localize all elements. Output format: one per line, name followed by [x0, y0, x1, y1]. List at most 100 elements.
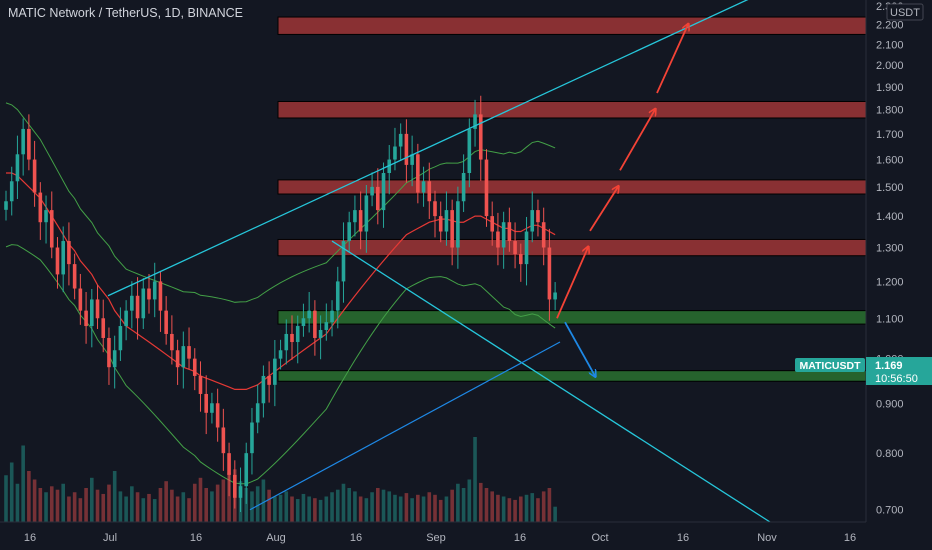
- candle-body: [376, 186, 380, 211]
- volume-bar: [416, 494, 420, 522]
- volume-bar: [473, 437, 477, 522]
- volume-bar: [192, 483, 197, 522]
- volume-bar: [501, 496, 506, 522]
- volume-bar: [152, 499, 157, 522]
- candle-body: [301, 318, 306, 327]
- time-tick: 16: [677, 532, 689, 544]
- volume-bar: [307, 496, 311, 522]
- zones-layer: [277, 16, 867, 382]
- candle-body: [530, 210, 535, 232]
- candle-body: [261, 375, 266, 404]
- time-tick: Oct: [591, 532, 608, 544]
- volume-bar: [21, 445, 25, 522]
- volume-bar: [78, 498, 83, 522]
- candle-body: [387, 159, 392, 174]
- candle-body: [335, 281, 340, 311]
- volume-bar: [553, 506, 557, 522]
- time-tick: 16: [350, 532, 362, 544]
- candle-body: [233, 474, 237, 498]
- volume-bar: [478, 482, 483, 522]
- candle-body: [410, 154, 414, 165]
- volume-bar: [318, 499, 323, 522]
- price-tick: 1.600: [876, 155, 904, 167]
- time-tick: 16: [190, 532, 202, 544]
- candle-body: [307, 310, 311, 319]
- support-zone: [277, 310, 867, 325]
- volume-bar: [90, 477, 94, 522]
- projection-arrow-up: [556, 248, 588, 319]
- candle-body: [192, 358, 197, 376]
- candle-body: [9, 181, 14, 202]
- candle-body: [135, 295, 140, 319]
- candle-body: [444, 210, 449, 232]
- volume-bar: [513, 499, 517, 522]
- volume-bar: [519, 496, 523, 522]
- volume-bar: [95, 489, 100, 522]
- volume-bar: [255, 486, 260, 522]
- volume-bar: [158, 488, 163, 522]
- candle-body: [107, 337, 111, 368]
- candle-body: [490, 216, 494, 232]
- candle-body: [416, 154, 420, 193]
- volume-bar: [55, 489, 60, 522]
- volume-bar: [541, 491, 546, 522]
- candle-body: [15, 154, 20, 182]
- volume-bar: [118, 491, 123, 522]
- candle-body: [450, 210, 454, 248]
- candle-body: [170, 333, 174, 351]
- symbol-label: MATICUSDT: [799, 360, 861, 372]
- blue-trendline: [249, 341, 561, 511]
- time-tick: 16: [844, 532, 856, 544]
- candle-body: [461, 173, 466, 202]
- candle-body: [112, 350, 117, 368]
- volume-bar: [187, 498, 191, 522]
- price-tick: 1.100: [876, 313, 904, 325]
- volume-bar: [130, 486, 134, 522]
- volume-bar: [301, 493, 306, 522]
- volume-bar: [353, 491, 357, 522]
- bar-countdown: 10:56:50: [875, 373, 918, 385]
- candle-body: [278, 350, 283, 359]
- candle-body: [147, 288, 151, 300]
- candle-body: [250, 422, 254, 454]
- volume-bar: [381, 489, 386, 522]
- price-axis-bg: [866, 0, 932, 522]
- candle-body: [524, 231, 529, 265]
- volume-bar: [107, 484, 111, 522]
- volume-bar: [221, 479, 226, 522]
- volume-bar: [536, 498, 540, 522]
- volume-bar: [347, 488, 351, 522]
- candle-body: [49, 210, 54, 248]
- candle-body: [541, 222, 546, 248]
- volume-bar: [335, 489, 340, 522]
- volume-bar: [49, 486, 54, 522]
- price-tick: 1.300: [876, 243, 904, 255]
- projection-arrow-up: [656, 25, 688, 94]
- volume-bar: [267, 489, 271, 522]
- candle-body: [318, 329, 323, 338]
- resistance-zone: [277, 16, 867, 35]
- volume-bar: [181, 492, 186, 522]
- volume-bar: [261, 479, 266, 522]
- volume-bar: [164, 481, 168, 522]
- currency-badge[interactable]: [886, 3, 924, 21]
- candle-body: [32, 159, 37, 193]
- candle-body: [364, 195, 369, 232]
- volume-bar: [393, 494, 397, 522]
- candle-body: [84, 310, 88, 327]
- time-tick: Jul: [103, 532, 117, 544]
- volume-bar: [84, 488, 88, 522]
- candle-body: [473, 114, 477, 129]
- volume-bar: [341, 483, 346, 522]
- candle-body: [101, 318, 106, 338]
- volume-bar: [547, 488, 552, 522]
- candle-body: [90, 299, 94, 327]
- volume-bar: [330, 492, 334, 522]
- candle-body: [61, 241, 65, 275]
- candle-body: [221, 427, 226, 454]
- candle-body: [67, 241, 71, 265]
- time-tick: 16: [24, 532, 36, 544]
- candle-body: [118, 326, 123, 351]
- volume-bar: [198, 477, 203, 522]
